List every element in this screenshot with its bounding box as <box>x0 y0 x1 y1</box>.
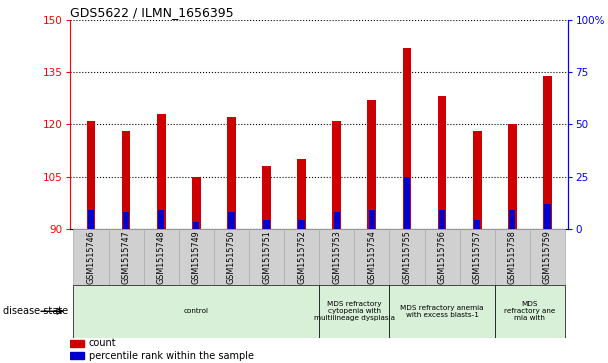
Text: GDS5622 / ILMN_1656395: GDS5622 / ILMN_1656395 <box>70 6 233 19</box>
Bar <box>74 229 109 285</box>
Text: GSM1515758: GSM1515758 <box>508 231 517 284</box>
Bar <box>460 229 495 285</box>
Bar <box>333 121 341 229</box>
Bar <box>495 229 530 285</box>
Bar <box>158 210 164 229</box>
Bar <box>157 114 165 229</box>
Text: GSM1515753: GSM1515753 <box>332 231 341 284</box>
Text: GSM1515754: GSM1515754 <box>367 231 376 284</box>
Text: control: control <box>184 308 209 314</box>
Text: GSM1515756: GSM1515756 <box>438 231 447 284</box>
Bar <box>368 210 375 229</box>
Bar <box>299 220 305 229</box>
Text: MDS
refractory ane
mia with: MDS refractory ane mia with <box>504 301 556 321</box>
Text: GSM1515747: GSM1515747 <box>122 231 131 284</box>
Bar <box>284 229 319 285</box>
Bar <box>262 166 271 229</box>
Bar <box>544 204 551 229</box>
Bar <box>88 210 94 229</box>
Bar <box>334 212 340 229</box>
Text: MDS refractory anemia
with excess blasts-1: MDS refractory anemia with excess blasts… <box>400 305 484 318</box>
Text: GSM1515752: GSM1515752 <box>297 231 306 284</box>
Bar <box>70 340 84 347</box>
Bar <box>389 285 495 338</box>
Bar <box>70 352 84 359</box>
Bar <box>424 229 460 285</box>
Bar <box>438 97 446 229</box>
Bar <box>439 210 445 229</box>
Bar <box>389 229 424 285</box>
Bar <box>495 285 565 338</box>
Text: GSM1515757: GSM1515757 <box>472 231 482 284</box>
Bar <box>123 212 130 229</box>
Bar <box>179 229 214 285</box>
Bar <box>74 285 319 338</box>
Bar <box>354 229 389 285</box>
Bar <box>474 220 480 229</box>
Text: GSM1515746: GSM1515746 <box>86 231 95 284</box>
Text: GSM1515751: GSM1515751 <box>262 231 271 284</box>
Bar <box>214 229 249 285</box>
Bar <box>109 229 143 285</box>
Bar <box>473 131 482 229</box>
Bar <box>319 285 389 338</box>
Bar <box>249 229 284 285</box>
Bar <box>509 210 516 229</box>
Text: GSM1515748: GSM1515748 <box>157 231 166 284</box>
Text: GSM1515749: GSM1515749 <box>192 231 201 284</box>
Bar <box>367 100 376 229</box>
Text: MDS refractory
cytopenia with
multilineage dysplasia: MDS refractory cytopenia with multilinea… <box>314 301 395 321</box>
Bar <box>227 117 236 229</box>
Bar <box>530 229 565 285</box>
Text: disease state: disease state <box>3 306 68 316</box>
Bar <box>192 176 201 229</box>
Bar <box>86 121 95 229</box>
Bar <box>263 220 270 229</box>
Bar <box>193 223 199 229</box>
Text: GSM1515759: GSM1515759 <box>543 231 552 284</box>
Bar <box>543 76 552 229</box>
Bar <box>143 229 179 285</box>
Bar <box>508 125 517 229</box>
Bar <box>297 159 306 229</box>
Bar <box>228 212 235 229</box>
Bar <box>319 229 354 285</box>
Bar <box>402 48 412 229</box>
Bar <box>404 176 410 229</box>
Text: count: count <box>89 338 116 348</box>
Text: percentile rank within the sample: percentile rank within the sample <box>89 351 254 360</box>
Text: GSM1515750: GSM1515750 <box>227 231 236 284</box>
Text: GSM1515755: GSM1515755 <box>402 231 412 284</box>
Bar <box>122 131 131 229</box>
